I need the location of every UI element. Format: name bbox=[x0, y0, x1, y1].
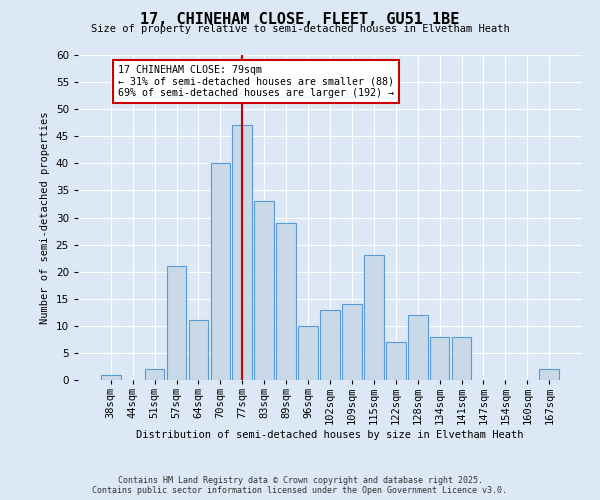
Text: Size of property relative to semi-detached houses in Elvetham Heath: Size of property relative to semi-detach… bbox=[91, 24, 509, 34]
Bar bbox=[364, 256, 384, 380]
Bar bbox=[167, 266, 187, 380]
Bar bbox=[254, 201, 274, 380]
X-axis label: Distribution of semi-detached houses by size in Elvetham Heath: Distribution of semi-detached houses by … bbox=[136, 430, 524, 440]
Bar bbox=[211, 164, 230, 380]
Bar bbox=[320, 310, 340, 380]
Bar bbox=[188, 320, 208, 380]
Text: 17, CHINEHAM CLOSE, FLEET, GU51 1BE: 17, CHINEHAM CLOSE, FLEET, GU51 1BE bbox=[140, 12, 460, 28]
Y-axis label: Number of semi-detached properties: Number of semi-detached properties bbox=[40, 112, 50, 324]
Bar bbox=[276, 223, 296, 380]
Bar bbox=[298, 326, 318, 380]
Bar bbox=[145, 369, 164, 380]
Bar bbox=[342, 304, 362, 380]
Bar bbox=[539, 369, 559, 380]
Text: 17 CHINEHAM CLOSE: 79sqm
← 31% of semi-detached houses are smaller (88)
69% of s: 17 CHINEHAM CLOSE: 79sqm ← 31% of semi-d… bbox=[118, 64, 394, 98]
Bar bbox=[386, 342, 406, 380]
Text: Contains HM Land Registry data © Crown copyright and database right 2025.
Contai: Contains HM Land Registry data © Crown c… bbox=[92, 476, 508, 495]
Bar bbox=[101, 374, 121, 380]
Bar bbox=[430, 336, 449, 380]
Bar bbox=[408, 315, 428, 380]
Bar bbox=[232, 126, 252, 380]
Bar bbox=[452, 336, 472, 380]
